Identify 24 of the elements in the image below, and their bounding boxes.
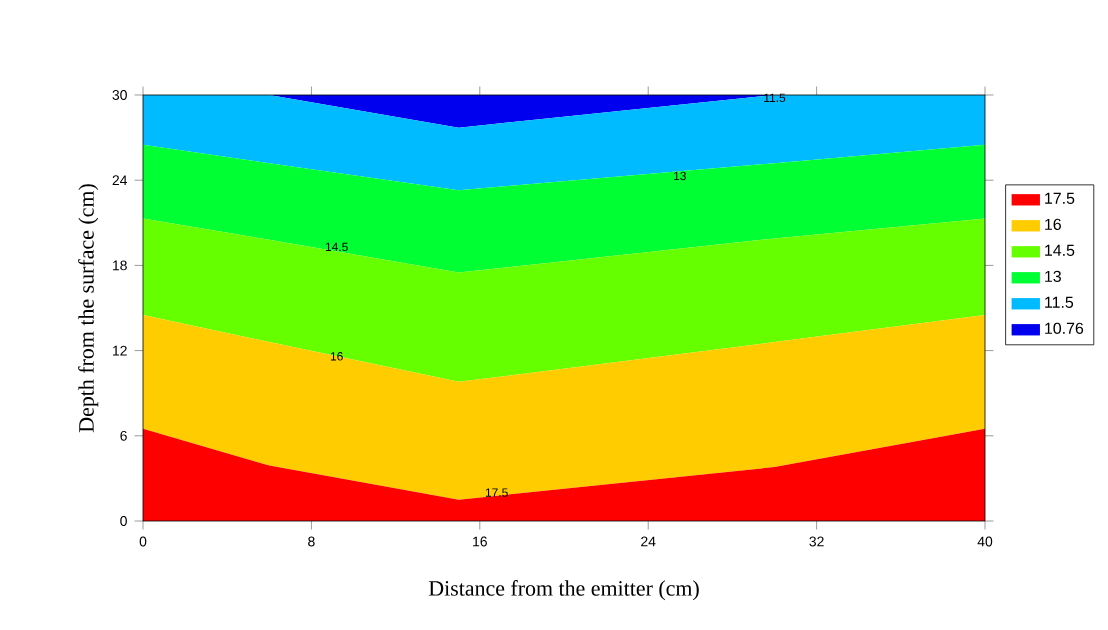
legend-label: 13 — [1045, 270, 1061, 283]
y-tick-label: 6 — [120, 430, 127, 441]
annotation: 11.5 — [764, 93, 786, 103]
x-tick-label: 24 — [641, 536, 656, 547]
y-tick-label: 18 — [113, 260, 127, 271]
y-tick-label: 12 — [113, 345, 127, 356]
annotation: 17.5 — [485, 488, 508, 497]
legend-label: 17.5 — [1045, 192, 1075, 204]
legend-label: 16 — [1045, 218, 1061, 231]
y-axis-title: Depth from the surface (cm) — [78, 184, 99, 433]
legend-label: 10.76 — [1045, 322, 1084, 334]
x-axis-title: Distance from the emitter (cm) — [428, 580, 699, 601]
y-tick-label: 0 — [120, 516, 127, 526]
x-tick-label: 16 — [473, 536, 487, 547]
legend-label: 11.5 — [1045, 296, 1074, 308]
annotation: 13 — [674, 171, 686, 181]
legend-label: 14.5 — [1045, 244, 1075, 256]
x-tick-label: 32 — [809, 536, 824, 547]
y-tick-label: 30 — [112, 90, 127, 100]
x-tick-label: 0 — [139, 536, 147, 547]
y-tick-label: 24 — [112, 175, 128, 186]
x-tick-label: 8 — [308, 536, 315, 547]
x-tick-label: 40 — [977, 536, 993, 547]
annotation: 14.5 — [325, 242, 348, 252]
